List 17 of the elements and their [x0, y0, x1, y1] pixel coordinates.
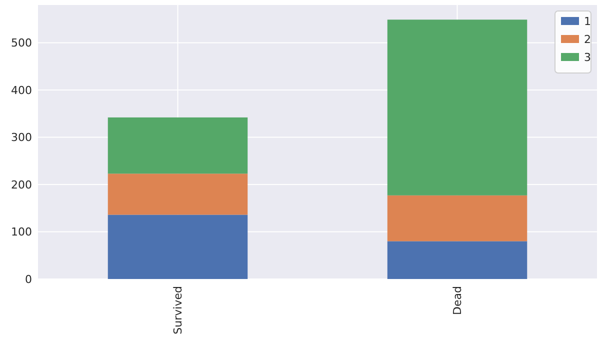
legend-label: 3	[584, 50, 591, 64]
y-tick-label: 0	[25, 272, 32, 286]
bar	[108, 117, 248, 174]
bar	[387, 241, 528, 279]
y-tick-label: 300	[11, 131, 32, 144]
y-tick-label: 500	[11, 36, 32, 50]
x-tick-label: Dead	[451, 286, 464, 315]
y-tick-label: 200	[11, 178, 32, 192]
legend-label: 1	[584, 14, 591, 28]
bar	[108, 214, 248, 279]
legend-label: 2	[584, 32, 591, 46]
y-tick-label: 100	[11, 226, 32, 239]
bar	[108, 174, 248, 215]
bar	[387, 20, 528, 196]
y-tick-label: 400	[11, 84, 32, 97]
bar	[387, 195, 528, 242]
x-tick-label: Survived	[172, 286, 185, 334]
